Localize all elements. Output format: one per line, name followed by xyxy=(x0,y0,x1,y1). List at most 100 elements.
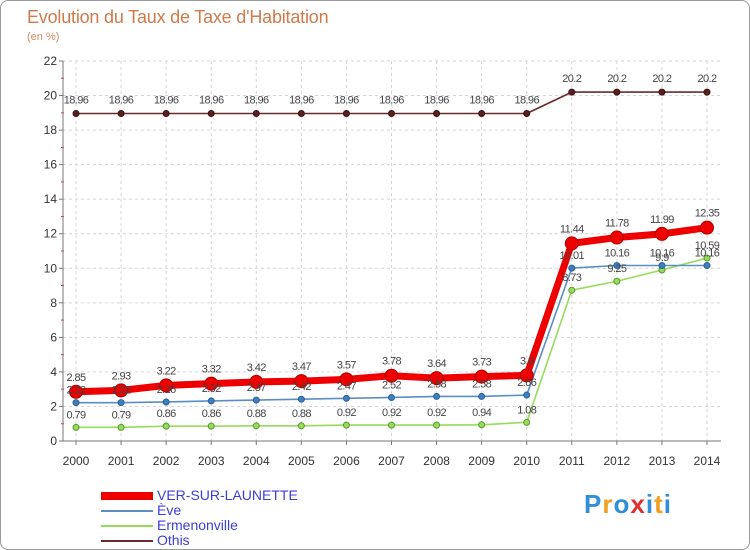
data-point-ver-sur-launette xyxy=(654,226,669,241)
data-label-othis: 18.96 xyxy=(514,95,539,107)
data-label-ver-sur-launette: 3.8 xyxy=(520,355,534,367)
data-point--ve xyxy=(658,262,666,270)
data-label-ver-sur-launette: 11.44 xyxy=(560,223,584,235)
chart-title: Evolution du Taux de Taxe d'Habitation xyxy=(27,7,329,27)
data-point--ve xyxy=(568,264,576,272)
y-tick-label: 12 xyxy=(44,227,58,241)
proxiti-logo: Proxiti xyxy=(584,489,672,520)
data-label-ermenonville: 0.86 xyxy=(157,408,176,420)
data-point--ve xyxy=(117,399,125,407)
x-tick-label: 2010 xyxy=(513,454,540,468)
data-label-ermenonville: 0.92 xyxy=(382,407,401,419)
logo-letter: i xyxy=(645,489,655,519)
data-point-othis xyxy=(162,110,170,118)
data-point-ermenonville xyxy=(433,421,441,429)
data-point-ver-sur-launette xyxy=(384,368,399,383)
data-label-ermenonville: 0.94 xyxy=(472,407,491,419)
y-tick-label: 22 xyxy=(44,54,58,68)
logo-letter: P xyxy=(584,489,603,519)
data-point-ermenonville xyxy=(72,423,80,431)
data-label--ve: 2.32 xyxy=(202,383,221,395)
data-label-ver-sur-launette: 3.64 xyxy=(427,358,446,370)
y-tick-label: 10 xyxy=(44,261,58,275)
data-point-ermenonville xyxy=(568,286,576,294)
data-point-ver-sur-launette xyxy=(474,369,489,384)
axis-layer: 0 2 4 6 8 10 12 14 16 18 20 22 2000 2001 2002 2003 2004 2… xyxy=(44,54,721,468)
data-point-ver-sur-launette xyxy=(69,384,83,399)
data-label-othis: 18.96 xyxy=(334,95,359,107)
data-label-ermenonville: 0.92 xyxy=(337,407,356,419)
data-point-ermenonville xyxy=(297,422,305,430)
y-tick-label: 16 xyxy=(44,158,58,172)
data-point-ermenonville xyxy=(613,277,621,285)
data-label-ver-sur-launette: 3.73 xyxy=(472,357,491,369)
data-point-ermenonville xyxy=(523,418,531,426)
data-point-ermenonville xyxy=(388,421,395,429)
legend-label: Ermenonville xyxy=(157,517,238,533)
data-point-othis xyxy=(613,88,621,96)
data-label--ve: 2.47 xyxy=(337,380,356,392)
data-label-othis: 18.96 xyxy=(64,95,89,107)
data-point-ver-sur-launette xyxy=(159,378,174,393)
y-tick-label: 0 xyxy=(50,434,57,448)
data-point--ve xyxy=(72,399,80,407)
data-point-othis xyxy=(703,88,711,96)
data-point--ve xyxy=(162,398,170,406)
data-point-othis xyxy=(568,88,576,96)
data-point--ve xyxy=(703,262,711,270)
data-point-othis xyxy=(388,110,395,118)
data-point-ermenonville xyxy=(252,422,260,430)
logo-letter: i xyxy=(663,489,672,519)
x-tick-label: 2008 xyxy=(423,454,450,468)
data-label-othis: 20.2 xyxy=(697,73,716,85)
data-label-ermenonville: 8.73 xyxy=(562,272,581,284)
series-layer xyxy=(69,88,714,431)
data-point-othis xyxy=(523,110,531,118)
data-point--ve xyxy=(478,392,486,400)
data-label-othis: 18.96 xyxy=(469,95,494,107)
x-tick-label: 2007 xyxy=(378,454,405,468)
legend-swatch-ver-sur-launette xyxy=(101,492,153,500)
legend-label: Othis xyxy=(157,532,190,548)
data-label-ver-sur-launette: 12.35 xyxy=(695,208,720,220)
data-label--ve: 10.16 xyxy=(695,248,720,260)
data-label--ve: 2.66 xyxy=(517,377,536,389)
data-label--ve: 2.22 xyxy=(66,385,85,397)
data-label--ve: 2.58 xyxy=(472,378,491,390)
x-tick-label: 2000 xyxy=(63,454,90,468)
data-point-ver-sur-launette xyxy=(339,372,354,387)
data-label--ve: 2.58 xyxy=(427,378,446,390)
data-point--ve xyxy=(613,262,621,270)
data-label-ver-sur-launette: 3.78 xyxy=(382,356,401,368)
x-tick-label: 2001 xyxy=(108,454,135,468)
data-label--ve: 2.22 xyxy=(112,385,131,397)
data-label-ver-sur-launette: 11.78 xyxy=(605,218,629,230)
data-label-ermenonville: 0.88 xyxy=(292,408,311,420)
data-label-othis: 20.2 xyxy=(562,73,581,85)
data-label-ver-sur-launette: 3.42 xyxy=(247,362,266,374)
y-tick-label: 2 xyxy=(50,399,57,413)
data-label--ve: 10.01 xyxy=(560,250,585,262)
data-point-othis xyxy=(342,110,350,118)
data-point-ermenonville xyxy=(478,421,486,429)
data-label--ve: 2.26 xyxy=(157,384,176,396)
data-label-ver-sur-launette: 2.85 xyxy=(66,372,85,384)
data-point-othis xyxy=(72,110,80,118)
data-label--ve: 2.37 xyxy=(247,382,266,394)
data-label--ve: 10.16 xyxy=(650,248,675,260)
x-tick-label: 2012 xyxy=(604,454,631,468)
x-tick-label: 2002 xyxy=(153,454,180,468)
data-point-ermenonville xyxy=(342,421,350,429)
y-tick-label: 18 xyxy=(44,123,58,137)
data-label-othis: 18.96 xyxy=(424,95,449,107)
data-point-othis xyxy=(117,110,125,118)
data-point-ver-sur-launette xyxy=(564,236,579,251)
x-tick-label: 2013 xyxy=(649,454,676,468)
data-label-ermenonville: 10.59 xyxy=(695,240,720,252)
data-label-ermenonville: 0.79 xyxy=(66,409,85,421)
y-tick-label: 14 xyxy=(44,192,58,206)
data-point-ermenonville xyxy=(162,422,170,430)
data-point--ve xyxy=(252,396,260,404)
y-axis-unit-label: (en %) xyxy=(27,31,60,43)
